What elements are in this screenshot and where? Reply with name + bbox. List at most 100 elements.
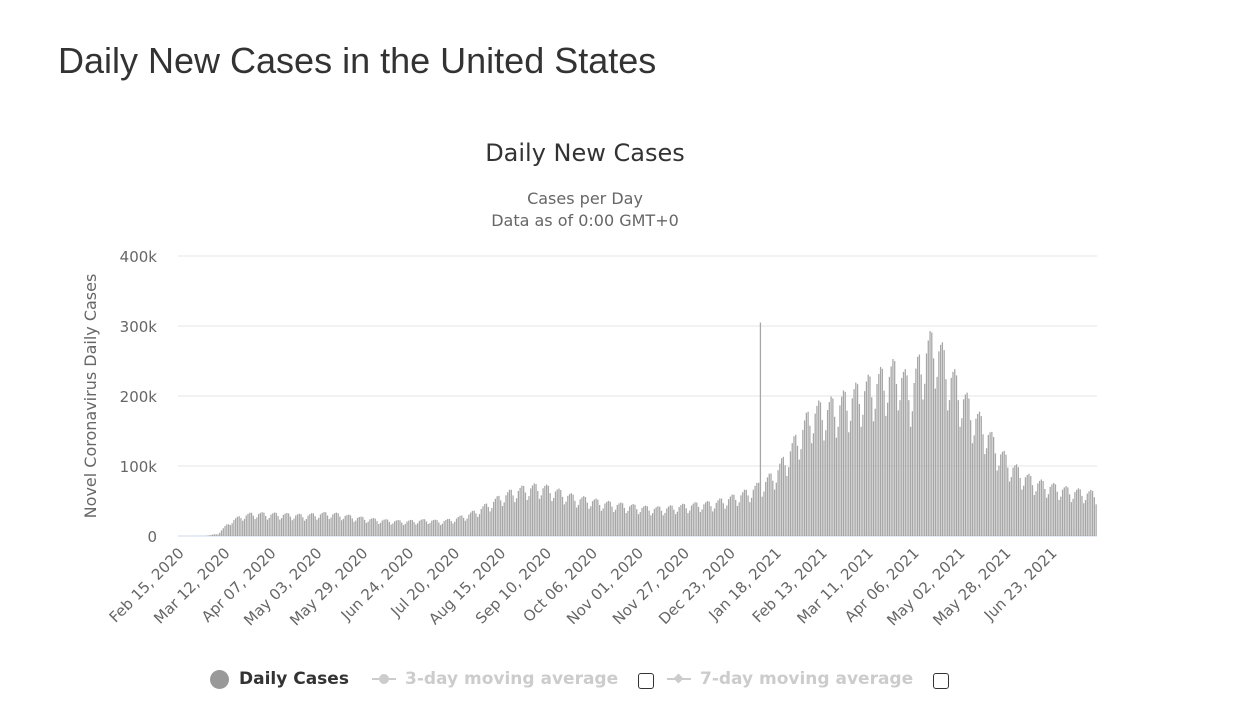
bar[interactable] <box>835 437 838 536</box>
bar[interactable] <box>1008 481 1011 536</box>
bar[interactable] <box>413 522 415 536</box>
bar[interactable] <box>1056 491 1058 536</box>
bar[interactable] <box>690 505 693 536</box>
bar[interactable] <box>735 499 737 536</box>
bar[interactable] <box>856 384 859 536</box>
bar[interactable] <box>657 506 659 536</box>
bar[interactable] <box>254 519 256 536</box>
bar[interactable] <box>576 507 578 536</box>
bar[interactable] <box>291 520 293 536</box>
bar[interactable] <box>945 379 947 536</box>
bar[interactable] <box>1000 454 1002 536</box>
bar[interactable] <box>457 516 459 536</box>
bar[interactable] <box>392 523 394 536</box>
bar[interactable] <box>1095 504 1097 536</box>
bar[interactable] <box>954 369 956 536</box>
bar[interactable] <box>238 516 240 536</box>
bar[interactable] <box>796 445 799 536</box>
bar[interactable] <box>752 489 754 536</box>
bar[interactable] <box>613 511 615 536</box>
bar[interactable] <box>689 510 691 536</box>
bar[interactable] <box>878 374 880 536</box>
bar[interactable] <box>1015 464 1018 536</box>
bar[interactable] <box>321 513 323 536</box>
bar[interactable] <box>454 521 456 536</box>
bar[interactable] <box>568 494 571 536</box>
bar[interactable] <box>1081 495 1083 536</box>
bar[interactable] <box>694 502 696 536</box>
bar[interactable] <box>793 436 795 536</box>
bar[interactable] <box>231 523 233 536</box>
bar[interactable] <box>333 513 336 536</box>
bar[interactable] <box>811 443 813 536</box>
bar[interactable] <box>257 514 260 536</box>
bar[interactable] <box>758 482 760 536</box>
bar[interactable] <box>261 512 263 536</box>
bar[interactable] <box>867 374 869 536</box>
bar[interactable] <box>994 453 997 536</box>
bar[interactable] <box>266 519 269 536</box>
bar[interactable] <box>394 521 396 536</box>
bar[interactable] <box>252 515 254 536</box>
bar[interactable] <box>385 519 387 536</box>
bar[interactable] <box>920 374 922 537</box>
bar[interactable] <box>948 400 951 536</box>
bar[interactable] <box>802 429 804 536</box>
bar[interactable] <box>478 514 481 536</box>
bar[interactable] <box>583 496 585 536</box>
bar[interactable] <box>1046 497 1048 536</box>
bar[interactable] <box>1051 484 1053 536</box>
bar[interactable] <box>775 482 777 536</box>
bar[interactable] <box>1049 486 1051 536</box>
bar[interactable] <box>770 473 772 536</box>
bar[interactable] <box>717 500 719 536</box>
bar[interactable] <box>697 506 700 536</box>
bar[interactable] <box>549 493 551 536</box>
bar[interactable] <box>996 470 998 536</box>
bar[interactable] <box>800 449 802 536</box>
bar[interactable] <box>1077 488 1080 536</box>
bar[interactable] <box>641 507 643 536</box>
bar[interactable] <box>286 512 288 536</box>
bar[interactable] <box>508 489 511 536</box>
bar[interactable] <box>538 498 541 536</box>
bar[interactable] <box>567 495 569 536</box>
bar[interactable] <box>982 434 984 536</box>
bar[interactable] <box>1044 488 1046 536</box>
bar[interactable] <box>984 454 986 536</box>
bar[interactable] <box>851 398 853 536</box>
bar[interactable] <box>485 503 488 536</box>
bar[interactable] <box>727 499 730 536</box>
bar[interactable] <box>742 492 744 536</box>
bar[interactable] <box>604 503 606 536</box>
bar[interactable] <box>365 522 368 536</box>
bar[interactable] <box>337 513 339 536</box>
bar[interactable] <box>397 519 399 536</box>
bar[interactable] <box>466 518 468 536</box>
bar[interactable] <box>395 520 398 536</box>
bar[interactable] <box>1021 489 1023 536</box>
bar[interactable] <box>219 532 221 536</box>
bar[interactable] <box>828 402 830 536</box>
bar[interactable] <box>367 521 369 536</box>
bar[interactable] <box>712 511 714 536</box>
bar[interactable] <box>507 492 509 536</box>
bar[interactable] <box>346 515 348 536</box>
bar[interactable] <box>554 491 557 536</box>
bar[interactable] <box>821 420 823 536</box>
bar[interactable] <box>687 513 689 536</box>
bar[interactable] <box>606 501 608 536</box>
bar[interactable] <box>747 495 749 536</box>
bar[interactable] <box>883 390 885 536</box>
bar[interactable] <box>1030 476 1032 536</box>
bar[interactable] <box>634 504 636 536</box>
bar[interactable] <box>720 498 723 536</box>
bar[interactable] <box>899 400 901 536</box>
bar[interactable] <box>268 517 270 536</box>
bar[interactable] <box>959 426 961 536</box>
bar[interactable] <box>547 485 550 536</box>
bar[interactable] <box>814 413 816 536</box>
bar[interactable] <box>1019 478 1021 536</box>
bar[interactable] <box>379 522 382 536</box>
bar[interactable] <box>876 384 878 536</box>
